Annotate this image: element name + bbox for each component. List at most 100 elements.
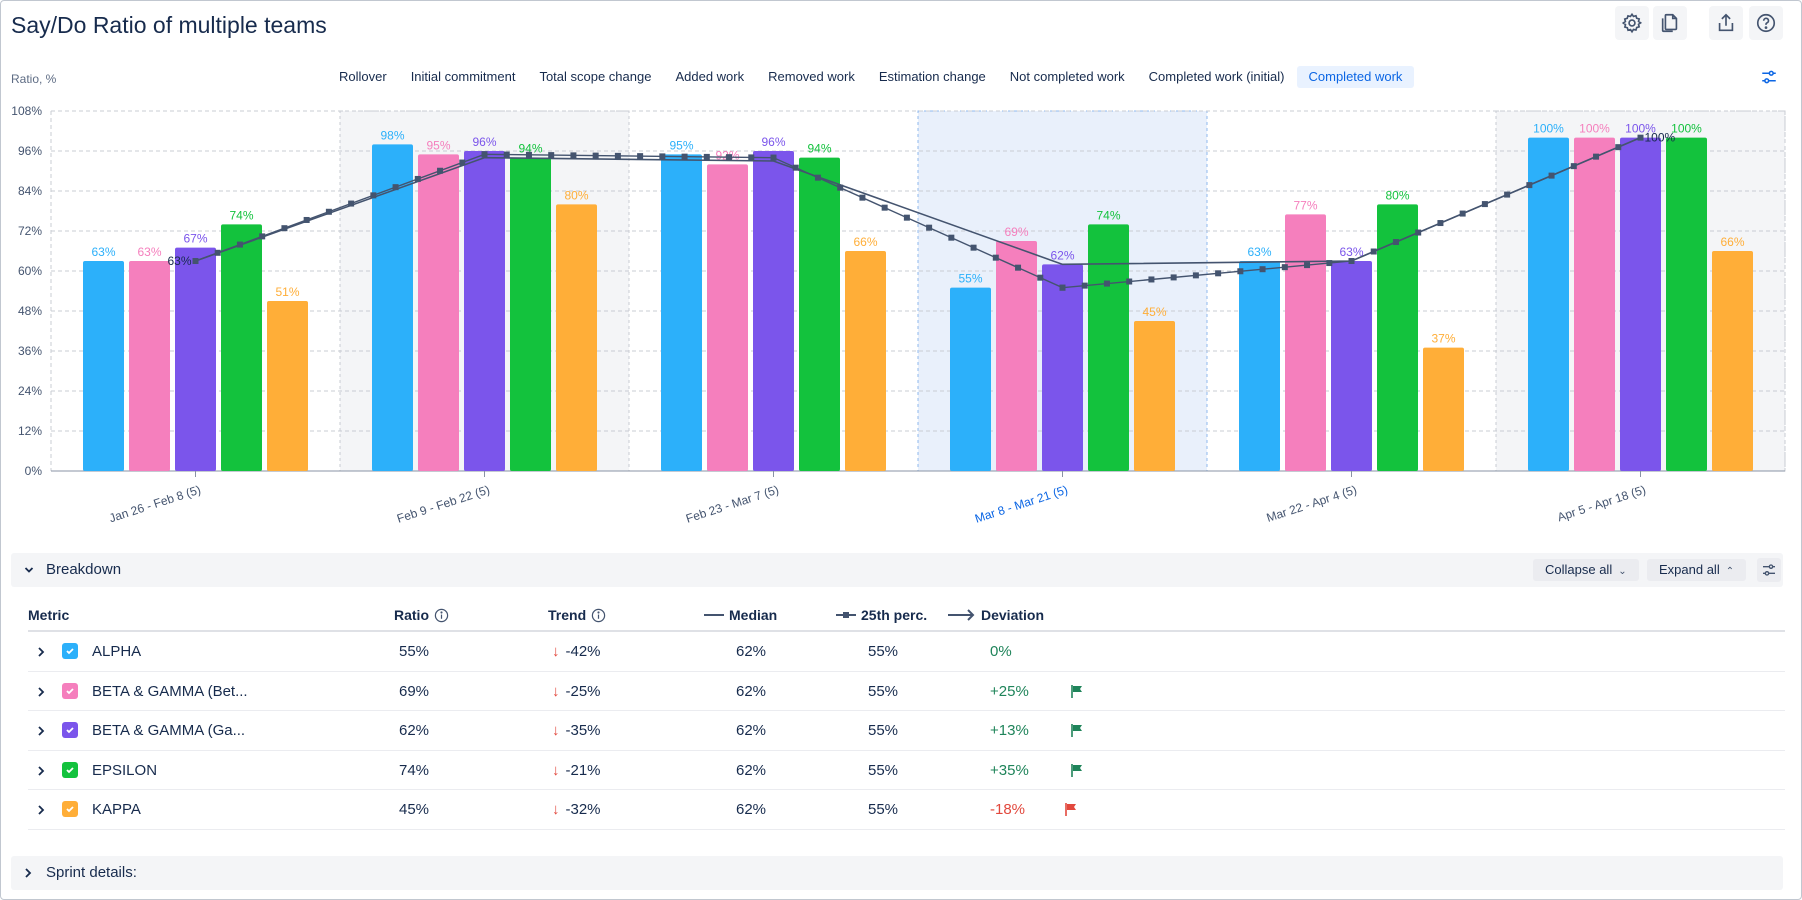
breakdown-header[interactable]: Breakdown Collapse all ⌄ Expand all ⌃ [11,553,1783,587]
percentile-marker [592,152,599,159]
data-label: 67% [183,232,207,246]
legend-item-not-completed-work[interactable]: Not completed work [1009,69,1125,84]
percentile-marker [192,258,199,264]
bar [661,154,702,472]
row-checkbox[interactable] [62,682,78,699]
percentile-marker [1615,144,1622,151]
table-row[interactable]: ALPHA 55% ↓ -42% 62% 55% 0% [28,632,1785,672]
check-icon [66,806,74,813]
gear-icon [1621,12,1643,34]
row-checkbox[interactable] [62,761,78,778]
check-icon [66,727,74,734]
percentile-marker [1370,248,1377,255]
help-icon [1756,13,1776,33]
percentile-marker [348,200,355,207]
table-row[interactable]: BETA & GAMMA (Bet... 69% ↓ -25% 62% 55% +… [28,672,1785,711]
arrow-down-icon: ↓ [552,761,560,779]
percentile-marker [948,234,955,241]
bar [845,251,886,471]
data-label: 63% [137,245,161,259]
help-button[interactable] [1749,6,1783,40]
column-trend[interactable]: Trend [548,607,606,623]
chevron-right-icon[interactable] [36,765,46,777]
row-p25: 55% [868,761,899,779]
row-checkbox[interactable] [62,722,78,738]
row-metric-name: EPSILON [92,761,158,779]
legend-item-removed-work[interactable]: Removed work [768,69,855,84]
column-median-label: Median [729,607,778,623]
row-deviation: +13% [990,722,1029,739]
data-label: 63% [1339,245,1363,259]
row-trend-value: -35% [565,722,601,739]
column-deviation-label: Deviation [981,607,1045,623]
chevron-right-icon[interactable] [36,646,46,658]
percentile-marker [1126,278,1133,285]
bar [464,151,505,471]
row-checkbox[interactable] [62,643,78,659]
copy-button[interactable] [1653,6,1687,40]
share-icon [1718,13,1734,32]
x-tick-label: Feb 9 - Feb 22 (5) [395,483,491,526]
legend-item-estimation-change[interactable]: Estimation change [878,69,986,84]
row-checkbox[interactable] [62,801,78,817]
breakdown-settings-button[interactable] [1757,558,1781,582]
column-ratio[interactable]: Ratio [394,607,449,623]
x-tick-label: Mar 22 - Apr 4 (5) [1265,483,1359,525]
chevron-right-icon[interactable] [36,725,46,737]
sprint-details-header[interactable]: Sprint details: [11,856,1783,890]
expand-all-button[interactable]: Expand all ⌃ [1647,559,1747,581]
data-label: 98% [380,128,404,142]
legend-item-added-work[interactable]: Added work [675,69,745,84]
flag-icon [1071,684,1082,698]
data-label: 66% [853,235,877,249]
y-axis-title: Ratio, % [11,72,57,86]
percentile-marker [703,153,710,160]
collapse-all-label: Collapse all [1545,562,1613,577]
collapse-all-button[interactable]: Collapse all ⌄ [1533,559,1639,581]
percentile-marker [992,254,999,261]
bar [1088,224,1129,471]
chevron-right-icon[interactable] [36,686,46,698]
percentile-marker [1192,272,1199,279]
flag-icon [1065,803,1076,816]
settings-button[interactable] [1615,6,1649,40]
row-metric-name: KAPPA [92,801,141,818]
row-deviation: +25% [990,682,1029,700]
data-label: 66% [1720,235,1744,249]
info-icon[interactable] [434,608,449,623]
bar [267,301,308,471]
bar [1423,347,1464,471]
legend-item-completed-work-initial[interactable]: Completed work (initial) [1148,69,1285,84]
legend-item-total-scope-change[interactable]: Total scope change [539,69,652,84]
column-trend-label: Trend [548,607,587,623]
bar [753,151,794,471]
arrow-down-icon: ↓ [552,722,560,739]
percentile-marker [681,153,688,160]
data-label: 96% [472,135,496,149]
bar [1377,204,1418,471]
info-icon[interactable] [591,608,606,623]
table-row[interactable]: BETA & GAMMA (Ga... 62% ↓ -35% 62% 55% +1… [28,711,1785,751]
legend-item-rollover[interactable]: Rollover [339,69,387,84]
chevron-down-icon [24,567,34,573]
bar [799,157,840,471]
data-label: 37% [1431,332,1455,346]
legend-item-completed-work[interactable]: Completed work [1296,66,1415,88]
chevron-right-icon[interactable] [36,804,46,816]
copy-icon [1661,13,1678,33]
table-body: ALPHA 55% ↓ -42% 62% 55% 0% BETA & GAMMA … [28,632,1785,830]
share-button[interactable] [1709,6,1743,40]
table-row[interactable]: KAPPA 45% ↓ -32% 62% 55% -18% [28,790,1785,830]
bar-chart: 0% 12% 24% 36% 48% 60% 72% 84% 96% 108% 63% 98% 95% 5… [11,104,1786,526]
column-ratio-label: Ratio [394,607,429,623]
chart-settings-button[interactable] [1757,65,1781,89]
bar [129,261,170,471]
table-row[interactable]: EPSILON 74% ↓ -21% 62% 55% +35% [28,751,1785,790]
bar [1620,137,1661,471]
sliders-icon [1762,70,1776,84]
bar [1134,321,1175,471]
row-ratio: 62% [399,722,430,739]
legend-item-initial-commitment[interactable]: Initial commitment [410,69,516,84]
sliders-icon [1763,564,1775,576]
bar [1712,251,1753,471]
